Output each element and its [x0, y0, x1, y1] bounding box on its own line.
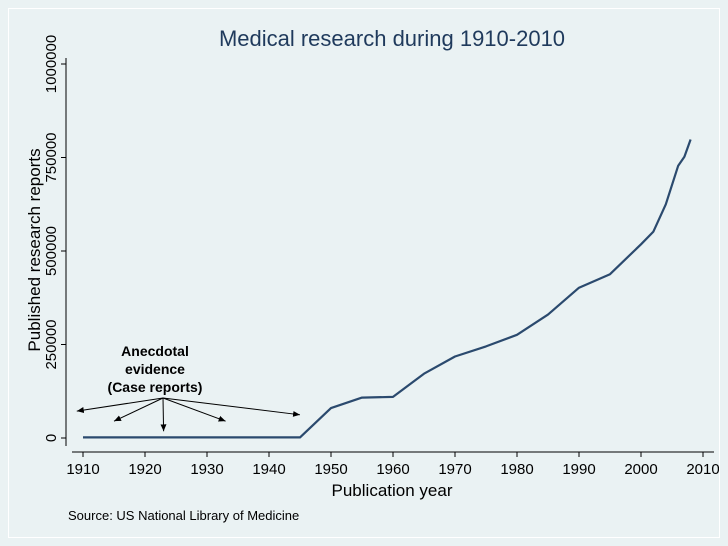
y-tick-label: 1000000 [43, 35, 60, 93]
x-tick-label: 1940 [252, 461, 285, 478]
x-tick-label: 2010 [686, 461, 719, 478]
annotation-arrow [162, 397, 226, 422]
annotation-arrow [162, 397, 301, 417]
annotation-text: evidence [125, 361, 185, 377]
x-tick-label: 1920 [128, 461, 161, 478]
annotation-arrow [160, 397, 167, 432]
x-tick-label: 1990 [562, 461, 595, 478]
series-line [83, 139, 692, 439]
y-tick-label: 0 [43, 434, 60, 442]
annotation-text: Anecdotal [121, 343, 189, 359]
source-note: Source: US National Library of Medicine [68, 508, 299, 523]
y-tick-label: 750000 [43, 132, 60, 182]
x-tick-label: 1930 [190, 461, 223, 478]
x-tick-label: 1950 [314, 461, 347, 478]
x-tick-label: 2000 [624, 461, 657, 478]
x-tick-label: 1970 [438, 461, 471, 478]
annotation: Anecdotal evidence (Case reports) [76, 343, 301, 432]
y-axis-label: Published research reports [25, 148, 44, 351]
x-tick-label: 1960 [376, 461, 409, 478]
x-axis-label: Publication year [332, 481, 453, 500]
series [83, 139, 692, 439]
x-tick-label: 1910 [66, 461, 99, 478]
annotation-text: (Case reports) [108, 379, 203, 395]
annotation-arrow [113, 397, 164, 422]
chart-title: Medical research during 1910-2010 [219, 26, 565, 51]
x-tick-label: 1980 [500, 461, 533, 478]
y-tick-label: 500000 [43, 226, 60, 276]
ticks: 1910 1920 1930 1940 1950 1960 1970 1980 1990 2000… [43, 35, 720, 478]
y-tick-label: 250000 [43, 319, 60, 369]
annotation-arrow [76, 397, 164, 413]
